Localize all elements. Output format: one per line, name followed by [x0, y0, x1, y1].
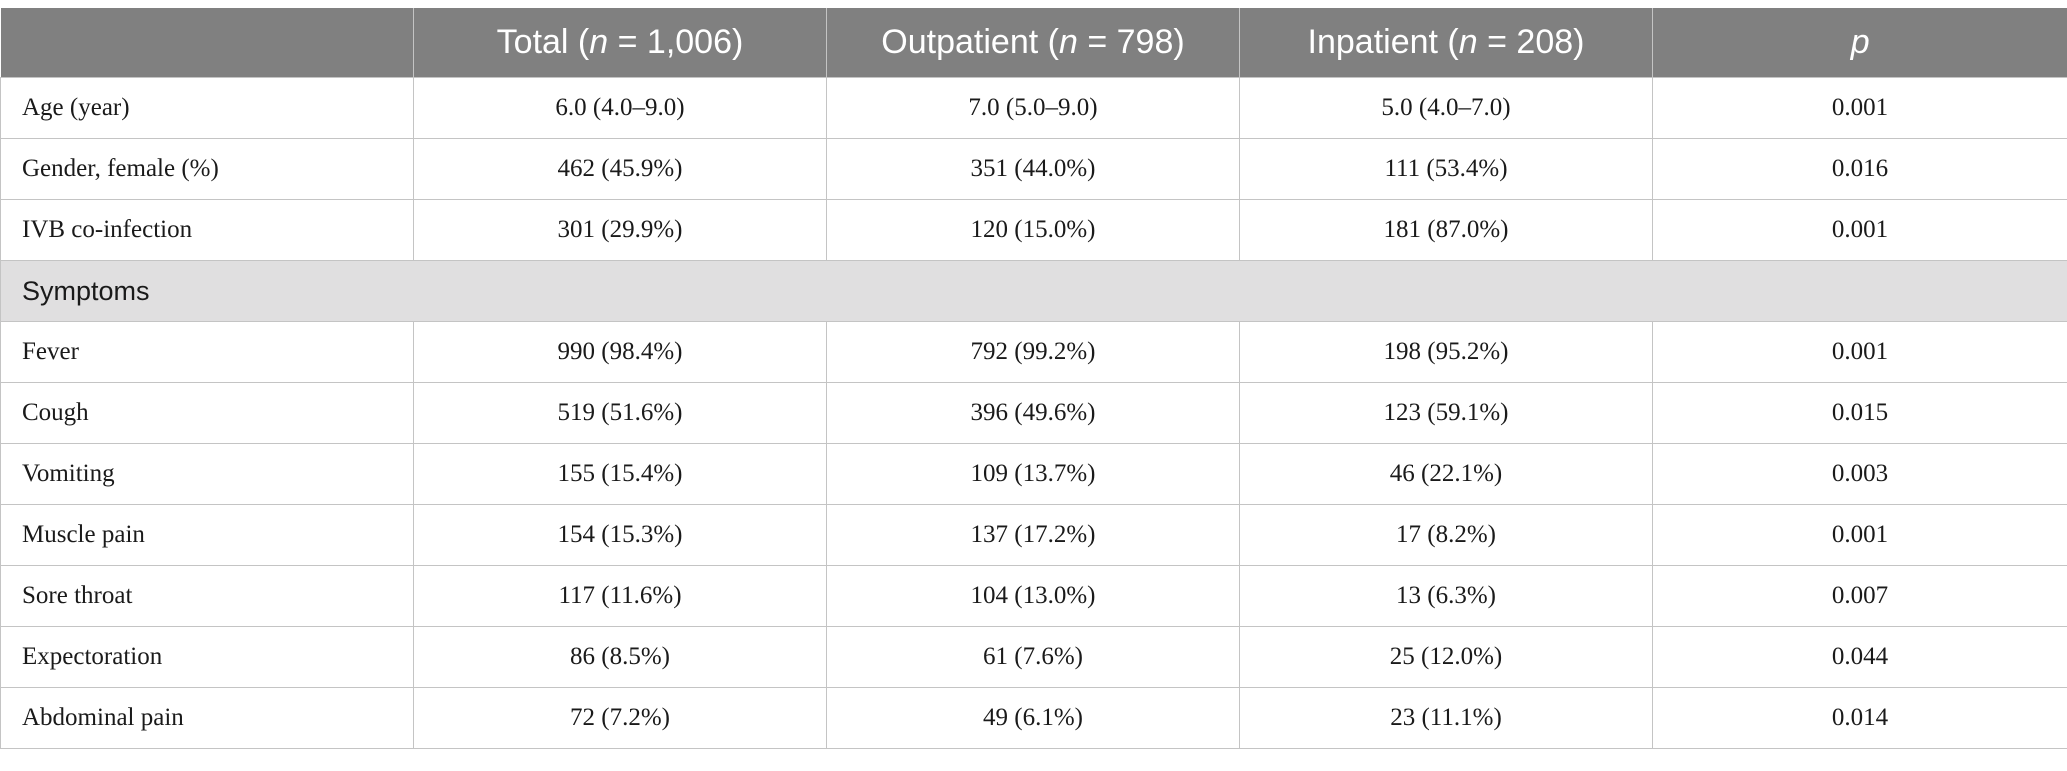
- cell-inpatient: 46 (22.1%): [1239, 443, 1653, 505]
- cell-total: 72 (7.2%): [413, 687, 827, 749]
- cell-p-value: 0.001: [1652, 199, 2067, 261]
- cell-outpatient: 120 (15.0%): [826, 199, 1240, 261]
- cell-inpatient: 181 (87.0%): [1239, 199, 1653, 261]
- header-total-n: n: [589, 23, 609, 61]
- table-row-vomiting: Vomiting 155 (15.4%) 109 (13.7%) 46 (22.…: [0, 443, 2067, 505]
- header-total-prefix: Total (: [496, 23, 590, 61]
- row-label: Expectoration: [0, 626, 414, 688]
- cell-inpatient: 123 (59.1%): [1239, 382, 1653, 444]
- cell-p-value: 0.044: [1652, 626, 2067, 688]
- cell-outpatient: 7.0 (5.0–9.0): [826, 77, 1240, 139]
- cell-total: 86 (8.5%): [413, 626, 827, 688]
- cell-inpatient: 23 (11.1%): [1239, 687, 1653, 749]
- cell-inpatient: 5.0 (4.0–7.0): [1239, 77, 1653, 139]
- cell-p-value: 0.001: [1652, 321, 2067, 383]
- table-row-gender: Gender, female (%) 462 (45.9%) 351 (44.0…: [0, 138, 2067, 200]
- table-body: Age (year) 6.0 (4.0–9.0) 7.0 (5.0–9.0) 5…: [0, 77, 2067, 749]
- cell-outpatient: 109 (13.7%): [826, 443, 1240, 505]
- cell-inpatient: 111 (53.4%): [1239, 138, 1653, 200]
- row-label: Age (year): [0, 77, 414, 139]
- cell-outpatient: 137 (17.2%): [826, 504, 1240, 566]
- table-row-abdominal-pain: Abdominal pain 72 (7.2%) 49 (6.1%) 23 (1…: [0, 687, 2067, 749]
- row-label: Gender, female (%): [0, 138, 414, 200]
- header-total-suffix: = 1,006): [608, 23, 744, 61]
- table-row-muscle-pain: Muscle pain 154 (15.3%) 137 (17.2%) 17 (…: [0, 504, 2067, 566]
- header-p-label: p: [1850, 23, 1870, 61]
- header-inpatient-n: n: [1458, 23, 1478, 61]
- cell-p-value: 0.016: [1652, 138, 2067, 200]
- row-label: Muscle pain: [0, 504, 414, 566]
- cell-total: 462 (45.9%): [413, 138, 827, 200]
- cell-total: 117 (11.6%): [413, 565, 827, 627]
- cell-outpatient: 49 (6.1%): [826, 687, 1240, 749]
- cell-total: 154 (15.3%): [413, 504, 827, 566]
- section-label: Symptoms: [0, 260, 2067, 322]
- cell-outpatient: 792 (99.2%): [826, 321, 1240, 383]
- cell-p-value: 0.003: [1652, 443, 2067, 505]
- header-outpatient: Outpatient (n = 798): [826, 8, 1240, 78]
- cell-inpatient: 25 (12.0%): [1239, 626, 1653, 688]
- cell-p-value: 0.014: [1652, 687, 2067, 749]
- cell-inpatient: 17 (8.2%): [1239, 504, 1653, 566]
- cell-total: 155 (15.4%): [413, 443, 827, 505]
- table-row-expectoration: Expectoration 86 (8.5%) 61 (7.6%) 25 (12…: [0, 626, 2067, 688]
- header-outpatient-prefix: Outpatient (: [881, 23, 1059, 61]
- row-label: Cough: [0, 382, 414, 444]
- row-label: Vomiting: [0, 443, 414, 505]
- cell-p-value: 0.001: [1652, 77, 2067, 139]
- section-row-symptoms: Symptoms: [0, 260, 2067, 322]
- header-inpatient-suffix: = 208): [1477, 23, 1585, 61]
- header-total: Total (n = 1,006): [413, 8, 827, 78]
- header-row: Total (n = 1,006) Outpatient (n = 798) I…: [0, 8, 2067, 78]
- header-empty-cell: [0, 8, 414, 78]
- table-header: Total (n = 1,006) Outpatient (n = 798) I…: [0, 8, 2067, 78]
- table-row-age: Age (year) 6.0 (4.0–9.0) 7.0 (5.0–9.0) 5…: [0, 77, 2067, 139]
- cell-p-value: 0.007: [1652, 565, 2067, 627]
- table-row-ivb-coinfection: IVB co-infection 301 (29.9%) 120 (15.0%)…: [0, 199, 2067, 261]
- cell-total: 301 (29.9%): [413, 199, 827, 261]
- table-row-fever: Fever 990 (98.4%) 792 (99.2%) 198 (95.2%…: [0, 321, 2067, 383]
- cell-outpatient: 104 (13.0%): [826, 565, 1240, 627]
- header-p: p: [1652, 8, 2067, 78]
- row-label: Abdominal pain: [0, 687, 414, 749]
- header-outpatient-n: n: [1058, 23, 1078, 61]
- cell-outpatient: 396 (49.6%): [826, 382, 1240, 444]
- cell-inpatient: 13 (6.3%): [1239, 565, 1653, 627]
- row-label: Fever: [0, 321, 414, 383]
- cell-total: 990 (98.4%): [413, 321, 827, 383]
- header-outpatient-suffix: = 798): [1077, 23, 1185, 61]
- row-label: IVB co-infection: [0, 199, 414, 261]
- cell-outpatient: 61 (7.6%): [826, 626, 1240, 688]
- cell-total: 6.0 (4.0–9.0): [413, 77, 827, 139]
- table-row-cough: Cough 519 (51.6%) 396 (49.6%) 123 (59.1%…: [0, 382, 2067, 444]
- cell-outpatient: 351 (44.0%): [826, 138, 1240, 200]
- table-row-sore-throat: Sore throat 117 (11.6%) 104 (13.0%) 13 (…: [0, 565, 2067, 627]
- cell-p-value: 0.015: [1652, 382, 2067, 444]
- cell-inpatient: 198 (95.2%): [1239, 321, 1653, 383]
- cell-p-value: 0.001: [1652, 504, 2067, 566]
- header-inpatient-prefix: Inpatient (: [1307, 23, 1459, 61]
- header-inpatient: Inpatient (n = 208): [1239, 8, 1653, 78]
- cell-total: 519 (51.6%): [413, 382, 827, 444]
- patient-characteristics-table: Total (n = 1,006) Outpatient (n = 798) I…: [0, 8, 2067, 749]
- row-label: Sore throat: [0, 565, 414, 627]
